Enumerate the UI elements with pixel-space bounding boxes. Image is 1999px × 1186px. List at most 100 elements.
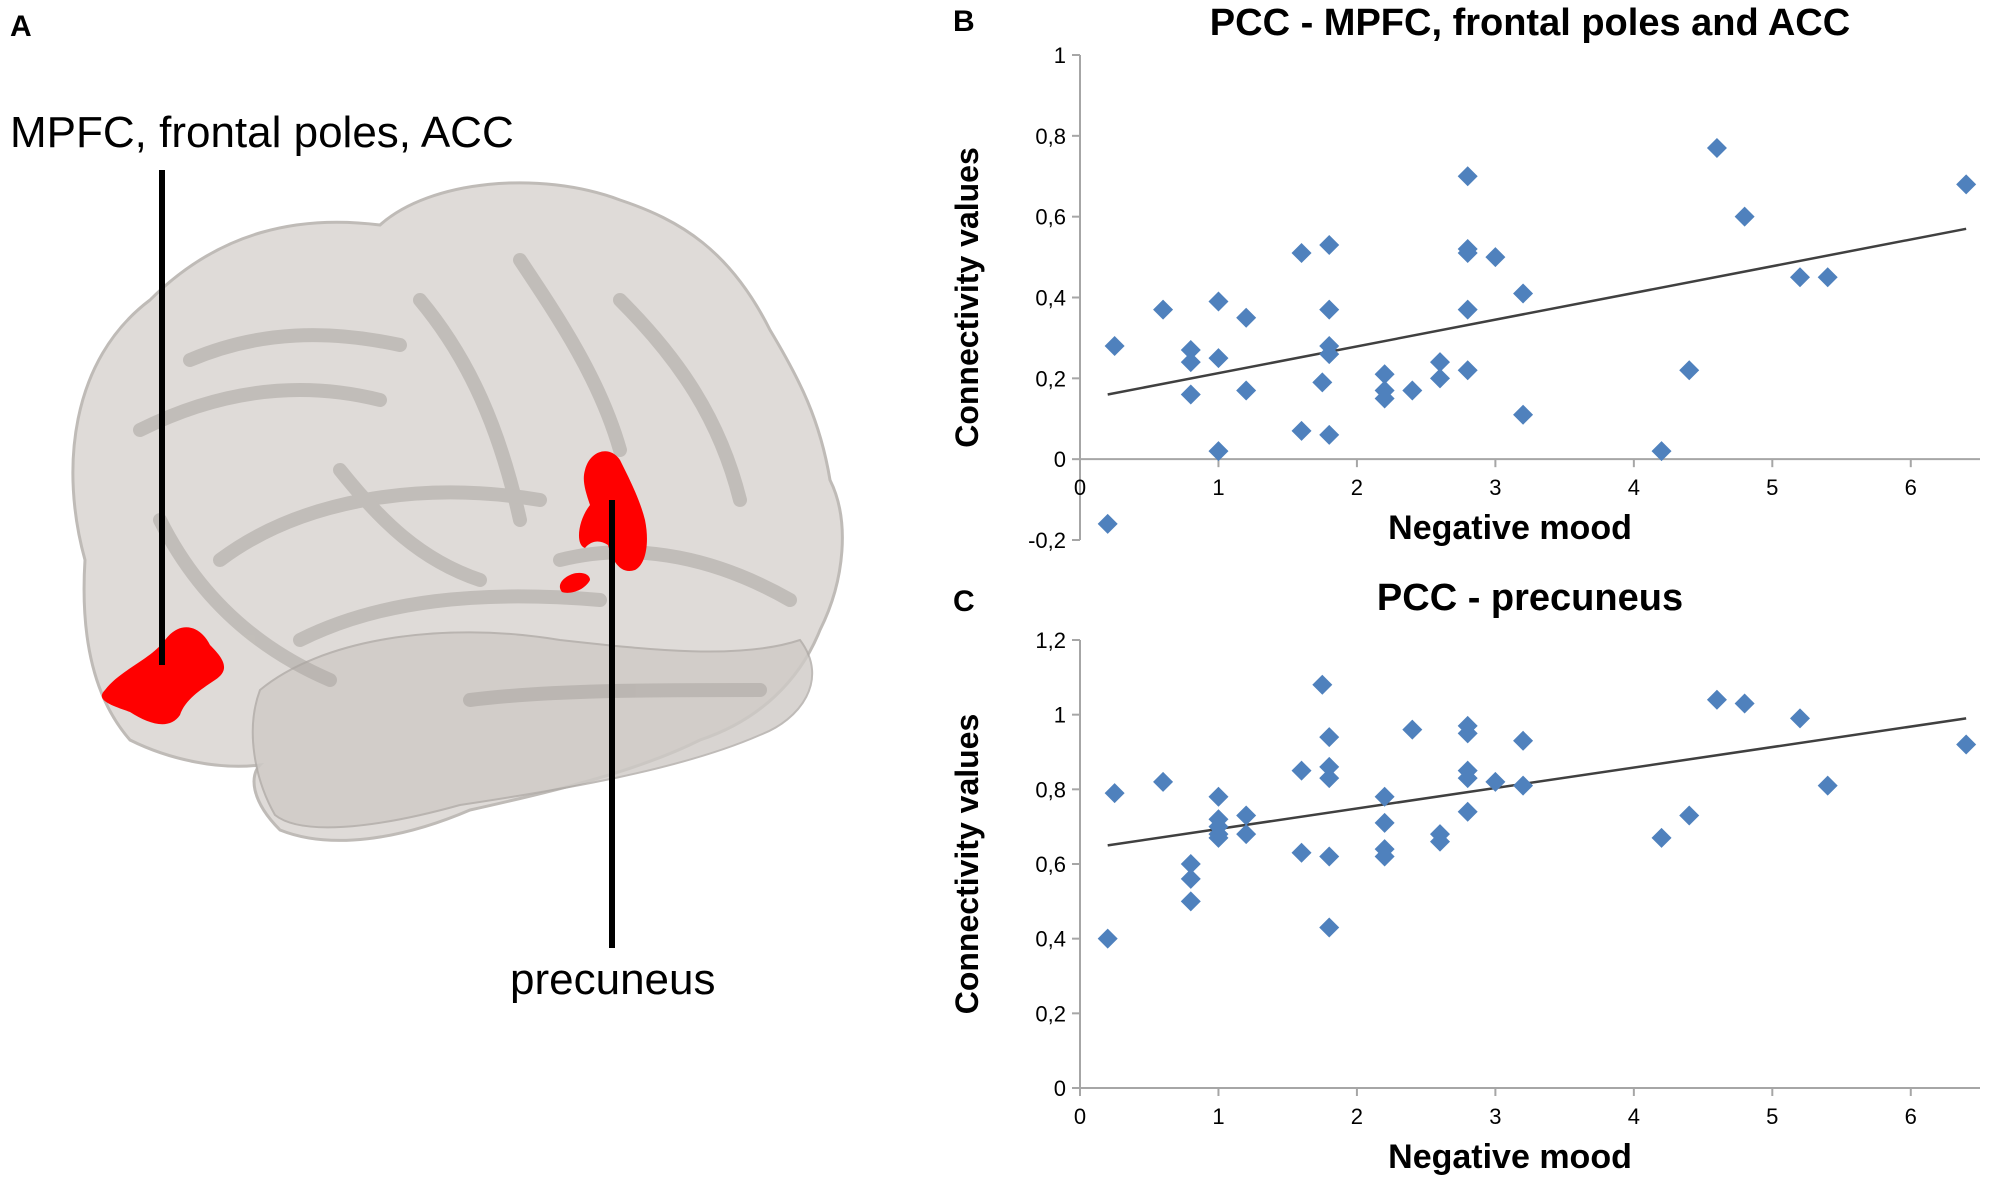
- data-point: [1291, 760, 1312, 781]
- brain-temporal-lobe: [251, 631, 814, 829]
- data-point: [1679, 805, 1700, 826]
- y-tick-label: 0,4: [1035, 286, 1066, 311]
- data-point: [1651, 441, 1672, 462]
- data-point: [1457, 768, 1478, 789]
- brain-gyri: [133, 253, 797, 707]
- trendline: [1107, 227, 1967, 396]
- data-point: [1208, 786, 1229, 807]
- panel-letter-b: B: [953, 5, 975, 38]
- data-point: [1817, 267, 1838, 288]
- x-tick-label: 1: [1212, 475, 1224, 500]
- data-point: [1319, 846, 1340, 867]
- data-point: [1319, 768, 1340, 789]
- data-point: [1312, 372, 1333, 393]
- brain-panel: A MPFC, frontal poles, ACC precuneus: [0, 0, 930, 1186]
- data-point: [1291, 842, 1312, 863]
- data-point: [1208, 348, 1229, 369]
- x-tick-label: 0: [1074, 475, 1086, 500]
- data-point: [1513, 775, 1534, 796]
- data-point: [1319, 424, 1340, 445]
- x-tick-label: 4: [1628, 475, 1640, 500]
- data-point: [1208, 827, 1229, 848]
- data-point: [1457, 166, 1478, 187]
- data-point: [1104, 783, 1125, 804]
- data-point: [1374, 846, 1395, 867]
- data-point: [1485, 771, 1506, 792]
- data-point: [1208, 441, 1229, 462]
- data-point: [1706, 689, 1727, 710]
- y-tick-label: 0,8: [1035, 777, 1066, 802]
- chart-title: PCC - precuneus: [1377, 580, 1683, 619]
- data-point: [1734, 206, 1755, 227]
- y-tick-label: 1: [1054, 43, 1066, 68]
- data-point: [1291, 420, 1312, 441]
- chart-b-plot: PCC - MPFC, frontal poles and ACC -0,2 0 0,…: [949, 2, 1980, 553]
- x-axis-label: Negative mood: [1388, 1138, 1632, 1176]
- data-point: [1180, 352, 1201, 373]
- data-point: [1312, 674, 1333, 695]
- y-tick-label: 0,2: [1035, 366, 1066, 391]
- x-tick-label: 3: [1489, 1104, 1501, 1129]
- data-point: [1956, 174, 1977, 195]
- data-point: [1457, 801, 1478, 822]
- data-point: [1457, 299, 1478, 320]
- data-point: [1513, 283, 1534, 304]
- data-point: [1291, 243, 1312, 264]
- y-tick-label: -0,2: [1028, 528, 1066, 553]
- data-point: [1402, 380, 1423, 401]
- x-tick-label: 4: [1628, 1104, 1640, 1129]
- data-point: [1319, 344, 1340, 365]
- y-axis-label: Connectivity values: [949, 714, 985, 1015]
- x-tick-label: 6: [1905, 1104, 1917, 1129]
- x-tick-label: 2: [1351, 475, 1363, 500]
- y-tick-label: 0: [1054, 1076, 1066, 1101]
- data-point: [1319, 299, 1340, 320]
- x-tick-label: 5: [1766, 475, 1778, 500]
- chart-title: PCC - MPFC, frontal poles and ACC: [1210, 2, 1850, 44]
- panel-letter-a: A: [10, 10, 32, 43]
- data-point: [1153, 771, 1174, 792]
- label-precuneus: precuneus: [510, 955, 716, 1004]
- chart-b: B PCC - MPFC, frontal poles and ACC -0,2 0…: [930, 0, 1999, 570]
- data-point: [1430, 368, 1450, 389]
- data-point: [1319, 756, 1340, 777]
- data-point: [1180, 868, 1201, 889]
- data-point: [1236, 307, 1257, 328]
- data-point: [1180, 891, 1201, 912]
- chart-c: C PCC - precuneus 0 0,2 0,4 0,6 0,8 1 1,2 0 1 2 3 4 5…: [930, 577, 1999, 1180]
- data-point: [1430, 831, 1450, 852]
- mpfc-region: [101, 627, 225, 725]
- y-tick-label: 0,2: [1035, 1001, 1066, 1026]
- data-point: [1097, 513, 1118, 534]
- x-tick-label: 6: [1905, 475, 1917, 500]
- data-point: [1319, 727, 1340, 748]
- data-point: [1956, 734, 1977, 755]
- data-point: [1457, 243, 1478, 264]
- data-point: [1430, 352, 1450, 373]
- x-axis-label: Negative mood: [1388, 509, 1632, 547]
- data-point: [1651, 827, 1672, 848]
- data-point: [1104, 336, 1125, 356]
- data-point: [1734, 693, 1755, 714]
- data-point: [1208, 291, 1229, 312]
- data-point: [1817, 775, 1838, 796]
- data-point: [1097, 928, 1118, 949]
- data-point: [1513, 730, 1534, 751]
- x-tick-label: 0: [1074, 1104, 1086, 1129]
- data-point: [1153, 299, 1174, 320]
- data-point: [1319, 917, 1340, 938]
- data-point: [1319, 234, 1340, 255]
- x-tick-label: 1: [1212, 1104, 1224, 1129]
- label-mpfc: MPFC, frontal poles, ACC: [10, 108, 514, 157]
- data-point: [1374, 812, 1395, 833]
- trendline: [1107, 717, 1967, 847]
- data-point: [1457, 360, 1478, 381]
- data-point: [1790, 708, 1810, 729]
- chart-c-plot: PCC - precuneus 0 0,2 0,4 0,6 0,8 1 1,2 0 1 2 3 4 5 6 N…: [949, 577, 1980, 1176]
- data-point: [1790, 267, 1810, 288]
- brain-illustration: [71, 170, 844, 948]
- data-point: [1180, 854, 1201, 874]
- data-point: [1374, 364, 1395, 385]
- y-tick-label: 1: [1054, 703, 1066, 728]
- x-tick-label: 2: [1351, 1104, 1363, 1129]
